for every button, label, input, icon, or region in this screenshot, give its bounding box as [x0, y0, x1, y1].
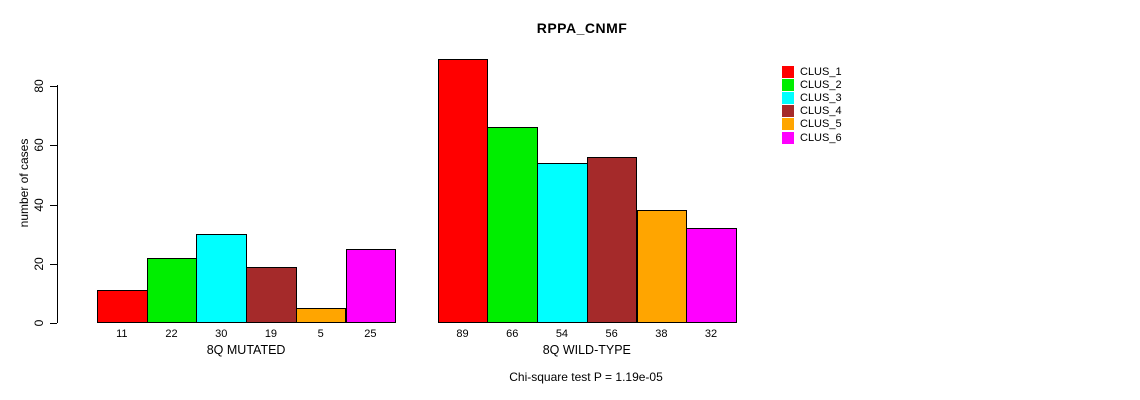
group-label-2: 8Q WILD-TYPE — [542, 343, 631, 357]
bar-value-label: 5 — [317, 328, 324, 340]
legend-swatch-clus_2 — [782, 78, 794, 91]
y-tick-label: 20 — [32, 257, 46, 271]
legend-row-clus_3: CLUS_3 — [782, 91, 842, 104]
legend-label: CLUS_5 — [800, 118, 842, 131]
y-tick-label: 0 — [32, 319, 46, 327]
bar-clus_3-2 — [537, 163, 588, 323]
bar-clus_4-2 — [586, 157, 638, 323]
legend-label: CLUS_1 — [800, 65, 842, 78]
bar-clus_3-1 — [196, 234, 248, 323]
legend-row-clus_4: CLUS_4 — [782, 105, 842, 118]
y-tick-label: 40 — [32, 197, 46, 212]
legend-swatch-clus_4 — [782, 105, 794, 118]
legend-swatch-clus_5 — [782, 118, 794, 131]
bar-clus_5-2 — [636, 210, 688, 323]
legend: CLUS_1 CLUS_2 CLUS_3 CLUS_4 CLUS_5 CLUS_6 — [782, 65, 842, 144]
y-axis-line — [57, 85, 58, 323]
bar-clus_5-1 — [295, 308, 347, 323]
bar-clus_1-2 — [437, 59, 489, 323]
legend-row-clus_6: CLUS_6 — [782, 131, 842, 144]
legend-row-clus_1: CLUS_1 — [782, 65, 842, 78]
bar-value-label: 54 — [555, 328, 569, 340]
bar-value-label: 32 — [704, 328, 718, 340]
y-tick-mark — [50, 204, 57, 206]
legend-label: CLUS_2 — [800, 78, 842, 91]
y-tick-label: 80 — [32, 79, 46, 93]
legend-label: CLUS_4 — [800, 105, 842, 118]
legend-swatch-clus_6 — [782, 131, 794, 144]
bar-value-label: 66 — [506, 328, 519, 340]
bar-value-label: 25 — [364, 328, 377, 340]
bar-clus_4-1 — [246, 267, 297, 323]
bar-clus_2-2 — [487, 127, 539, 323]
y-tick-mark — [50, 323, 57, 324]
chi-square-caption: Chi-square test P = 1.19e-05 — [509, 370, 663, 384]
y-axis-label: number of cases — [17, 138, 31, 228]
y-tick-label: 60 — [32, 138, 46, 152]
bar-clus_2-1 — [146, 258, 198, 323]
legend-swatch-clus_1 — [782, 65, 794, 78]
chart-title: RPPA_CNMF — [536, 20, 628, 36]
group-label-1: 8Q MUTATED — [206, 343, 286, 357]
bar-value-label: 22 — [165, 328, 178, 340]
bar-value-label: 11 — [116, 328, 128, 340]
bar-value-label: 56 — [605, 328, 618, 340]
bar-clus_1-1 — [97, 290, 148, 323]
bar-value-label: 38 — [655, 328, 668, 340]
bar-value-label: 19 — [264, 328, 278, 340]
y-tick-mark — [50, 263, 57, 265]
y-tick-mark — [50, 145, 57, 147]
legend-swatch-clus_3 — [782, 91, 794, 104]
bar-value-label: 30 — [215, 328, 228, 340]
y-tick-mark — [50, 86, 57, 87]
bar-clus_6-1 — [345, 249, 397, 323]
legend-row-clus_2: CLUS_2 — [782, 78, 842, 91]
bar-clus_6-2 — [686, 228, 737, 323]
legend-label: CLUS_3 — [800, 91, 842, 104]
legend-row-clus_5: CLUS_5 — [782, 118, 842, 131]
legend-label: CLUS_6 — [800, 131, 842, 144]
bar-value-label: 89 — [456, 328, 469, 340]
